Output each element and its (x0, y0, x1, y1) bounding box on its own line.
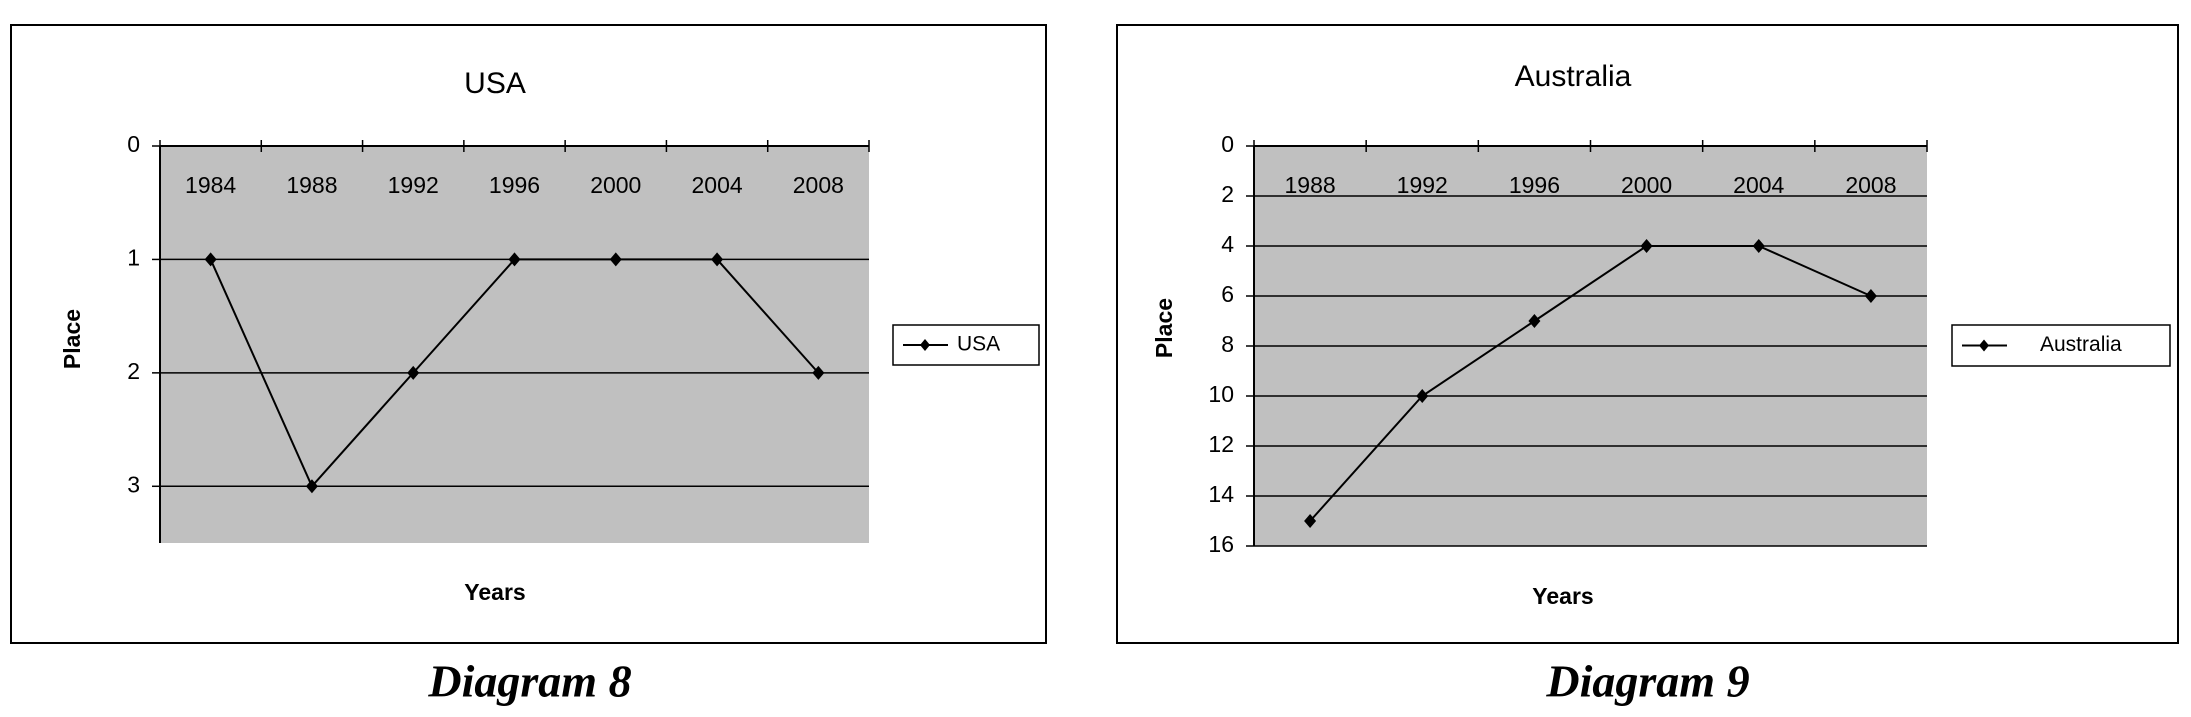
x-tick-label: 2004 (1733, 172, 1784, 198)
data-point (1640, 239, 1653, 253)
x-tick-label: 1988 (1284, 172, 1335, 198)
data-point (1416, 389, 1429, 403)
data-point (1304, 514, 1317, 528)
x-tick-label: 1992 (388, 172, 439, 198)
y-tick-label: 0 (1221, 131, 1234, 157)
y-tick-label: 1 (127, 245, 140, 271)
x-tick-label: 2004 (691, 172, 742, 198)
data-point (305, 479, 318, 494)
y-tick-label: 2 (127, 358, 140, 384)
data-point (407, 365, 420, 380)
y-tick-label: 14 (1208, 481, 1234, 507)
data-line (1309, 245, 1872, 522)
caption: Diagram 9 (1545, 656, 1749, 707)
x-tick-label: 1996 (1509, 172, 1560, 198)
y-axis-label: Place (59, 309, 85, 369)
y-tick-label: 12 (1208, 431, 1234, 457)
data-point (609, 252, 622, 267)
y-axis-label: Place (1151, 298, 1177, 358)
data-point (204, 252, 217, 267)
chart-title: Australia (1515, 60, 1632, 93)
data-point (711, 252, 724, 267)
x-tick-label: 2008 (793, 172, 844, 198)
y-tick-label: 8 (1221, 331, 1234, 357)
x-tick-label: 1992 (1397, 172, 1448, 198)
y-tick-label: 6 (1221, 281, 1234, 307)
x-tick-label: 1996 (489, 172, 540, 198)
x-tick-label: 1984 (185, 172, 236, 198)
plot-area (160, 146, 869, 543)
y-tick-label: 0 (127, 131, 140, 157)
x-tick-label: 2000 (1621, 172, 1672, 198)
legend-marker (1979, 339, 1989, 352)
y-tick-label: 16 (1208, 531, 1234, 557)
data-point (1864, 289, 1877, 303)
data-point (812, 365, 825, 380)
legend-label: Australia (2040, 333, 2122, 356)
data-point (1752, 239, 1765, 253)
y-tick-label: 2 (1221, 181, 1234, 207)
legend-label: USA (957, 333, 1000, 356)
x-tick-label: 2000 (590, 172, 641, 198)
data-point (508, 252, 521, 267)
data-point (1528, 314, 1541, 328)
y-tick-label: 10 (1208, 381, 1234, 407)
x-axis-label: Years (1532, 583, 1593, 609)
x-axis-label: Years (464, 579, 525, 605)
y-tick-label: 4 (1221, 231, 1234, 257)
x-tick-label: 2008 (1845, 172, 1896, 198)
chart-title: USA (464, 67, 526, 100)
y-tick-label: 3 (127, 471, 140, 497)
caption: Diagram 8 (427, 656, 631, 707)
x-tick-label: 1988 (286, 172, 337, 198)
legend-marker (920, 339, 930, 351)
